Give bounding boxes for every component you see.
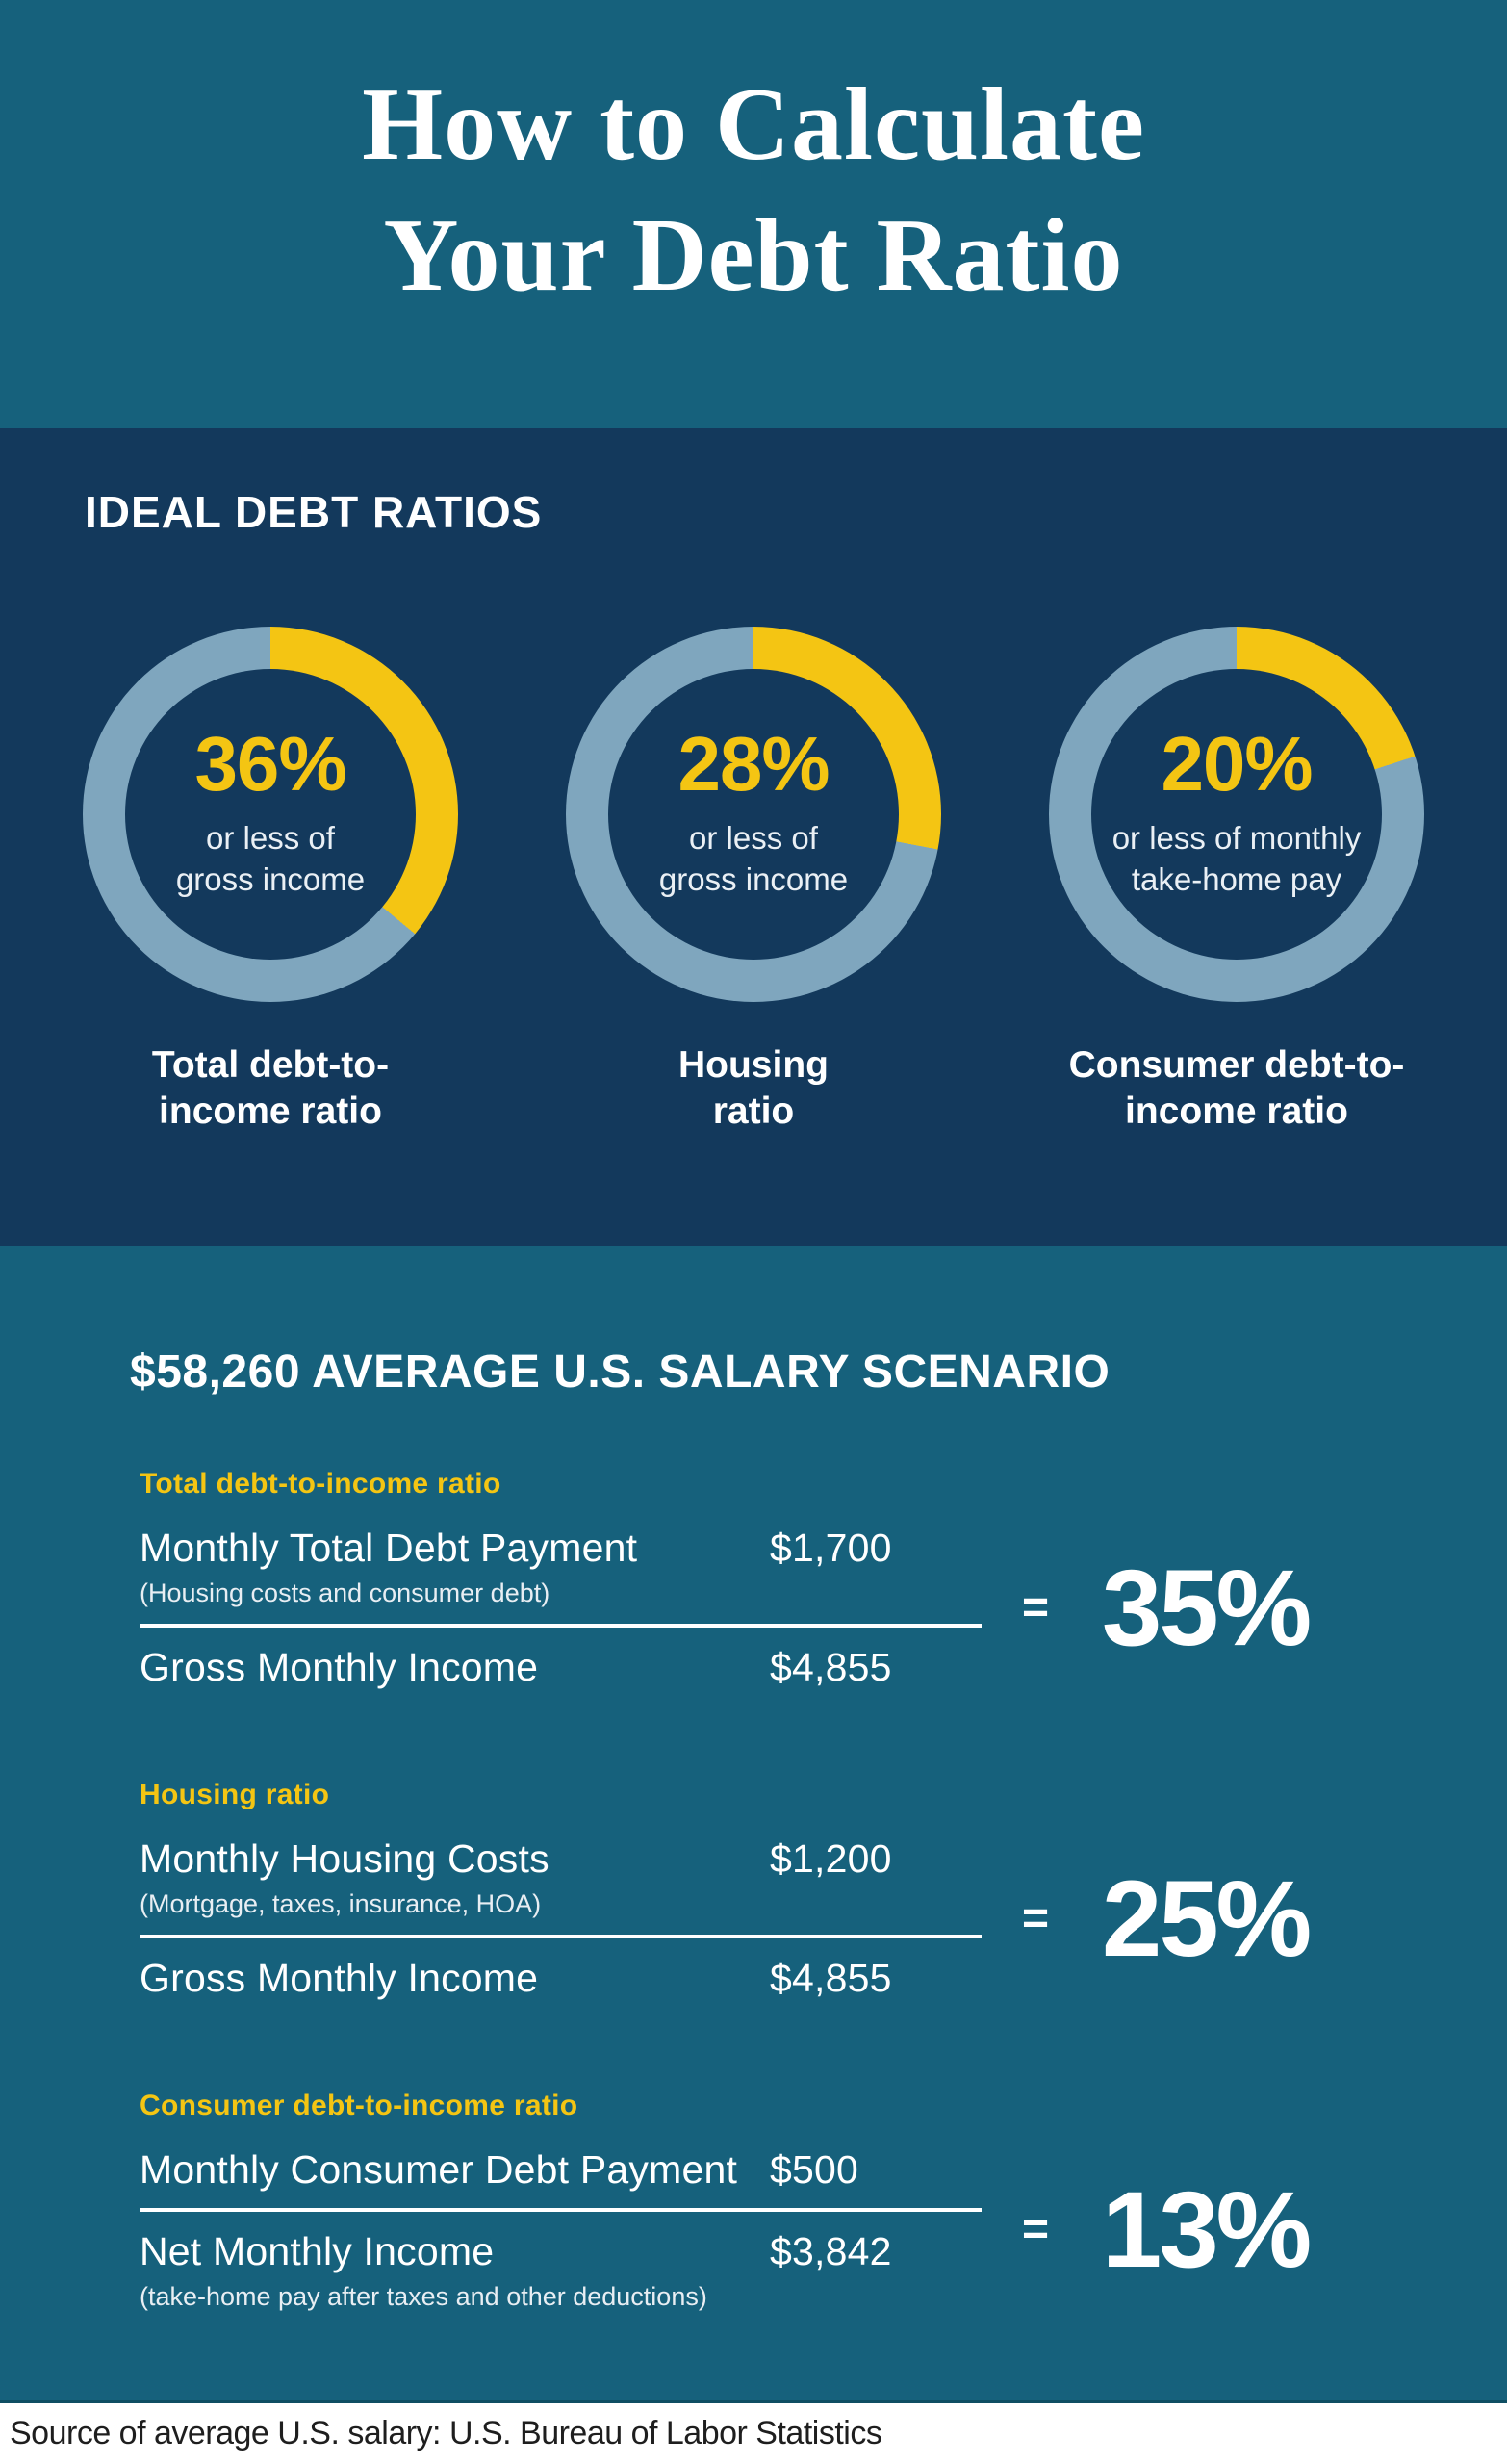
denominator-row: Gross Monthly Income $4,855: [140, 1956, 982, 2001]
donut-percent: 28%: [677, 721, 830, 808]
salary-scenario-section: $58,260 AVERAGE U.S. SALARY SCENARIO Tot…: [0, 1246, 1507, 2400]
numerator-row: Monthly Consumer Debt Payment $500: [140, 2147, 982, 2193]
donut-hole: 36% or less of gross income: [125, 669, 416, 960]
fraction-bar: [140, 1935, 982, 1938]
result-percent: 35%: [1102, 1548, 1312, 1668]
numerator-value: $500: [770, 2147, 859, 2192]
calc-body: Monthly Total Debt Payment $1,700 (Housi…: [140, 1526, 1507, 1690]
calculation-list: Total debt-to-income ratio Monthly Total…: [140, 1468, 1507, 2312]
numerator-row: Monthly Housing Costs $1,200: [140, 1836, 982, 1882]
donut-caption: or less of monthly take-home pay: [1111, 820, 1362, 897]
donut-chart-consumer-debt-to-income: 20% or less of monthly take-home pay: [1049, 627, 1424, 1002]
denominator-value: $4,855: [770, 1956, 892, 2000]
calc-title: Housing ratio: [140, 1779, 330, 1810]
numerator-value: $1,200: [770, 1836, 892, 1881]
donut-caption: or less of gross income: [658, 820, 849, 897]
section-heading-ideal-ratios: IDEAL DEBT RATIOS: [85, 487, 543, 537]
denominator-note: (take-home pay after taxes and other ded…: [140, 2282, 707, 2311]
calc-body: Monthly Consumer Debt Payment $500 Net M…: [140, 2147, 1507, 2312]
numerator-note: (Mortgage, taxes, insurance, HOA): [140, 1889, 542, 1918]
donut-chart-housing-ratio: 28% or less of gross income: [566, 627, 941, 1002]
denominator-label: Gross Monthly Income: [140, 1956, 539, 2000]
donut-col-total-debt-to-income: 36% or less of gross income Total debt-t…: [29, 627, 512, 1134]
donut-caption: or less of gross income: [175, 820, 366, 897]
denominator-label: Net Monthly Income: [140, 2229, 495, 2273]
donut-label: Housing ratio: [678, 1044, 829, 1132]
section-heading-salary-scenario: $58,260 AVERAGE U.S. SALARY SCENARIO: [130, 1347, 1111, 1398]
header: How to Calculate Your Debt Ratio: [0, 0, 1507, 428]
donut-col-consumer-debt-to-income: 20% or less of monthly take-home pay Con…: [995, 627, 1478, 1134]
calc-consumer-debt-to-income: Consumer debt-to-income ratio Monthly Co…: [140, 2090, 1507, 2312]
denominator-value: $4,855: [770, 1645, 892, 1689]
calc-title: Consumer debt-to-income ratio: [140, 2090, 578, 2121]
numerator-label: Monthly Housing Costs: [140, 1836, 549, 1881]
numerator-label: Monthly Total Debt Payment: [140, 1526, 638, 1570]
denominator-row: Net Monthly Income $3,842: [140, 2229, 982, 2274]
donut-label: Total debt-to- income ratio: [151, 1044, 390, 1132]
calc-total-debt-to-income: Total debt-to-income ratio Monthly Total…: [140, 1468, 1507, 1690]
donut-percent: 36%: [194, 721, 346, 808]
donut-percent: 20%: [1161, 721, 1313, 808]
calc-title: Total debt-to-income ratio: [140, 1468, 501, 1500]
fraction: Monthly Housing Costs $1,200 (Mortgage, …: [140, 1836, 982, 2001]
fraction-bar: [140, 1624, 982, 1628]
numerator-label: Monthly Consumer Debt Payment: [140, 2147, 738, 2192]
result-percent: 13%: [1102, 2169, 1312, 2290]
fraction: Monthly Total Debt Payment $1,700 (Housi…: [140, 1526, 982, 1690]
denominator-row: Gross Monthly Income $4,855: [140, 1645, 982, 1690]
donut-chart-total-debt-to-income: 36% or less of gross income: [83, 627, 458, 1002]
fraction-bar: [140, 2208, 982, 2212]
source-note: Source of average U.S. salary: U.S. Bure…: [10, 2415, 882, 2451]
numerator-value: $1,700: [770, 1526, 892, 1570]
donut-row: 36% or less of gross income Total debt-t…: [0, 627, 1507, 1134]
donut-col-housing-ratio: 28% or less of gross income Housing rati…: [512, 627, 995, 1134]
donut-hole: 28% or less of gross income: [608, 669, 899, 960]
donut-hole: 20% or less of monthly take-home pay: [1091, 669, 1382, 960]
calc-body: Monthly Housing Costs $1,200 (Mortgage, …: [140, 1836, 1507, 2001]
donut-label: Consumer debt-to- income ratio: [1068, 1044, 1405, 1132]
page-title-line1: How to Calculate: [362, 67, 1145, 182]
footer: Source of average U.S. salary: U.S. Bure…: [0, 2400, 1507, 2464]
numerator-note: (Housing costs and consumer debt): [140, 1578, 550, 1607]
page-title: How to Calculate Your Debt Ratio: [0, 60, 1507, 321]
equals-sign: =: [1022, 2204, 1050, 2255]
page-title-line2: Your Debt Ratio: [383, 198, 1124, 314]
result-percent: 25%: [1102, 1859, 1312, 1979]
ideal-debt-ratios-section: IDEAL DEBT RATIOS 36% or less of gross i…: [0, 428, 1507, 1246]
equals-sign: =: [1022, 1893, 1050, 1944]
denominator-value: $3,842: [770, 2229, 892, 2273]
denominator-label: Gross Monthly Income: [140, 1645, 539, 1689]
fraction: Monthly Consumer Debt Payment $500 Net M…: [140, 2147, 982, 2312]
equals-sign: =: [1022, 1582, 1050, 1633]
calc-housing-ratio: Housing ratio Monthly Housing Costs $1,2…: [140, 1779, 1507, 2001]
numerator-row: Monthly Total Debt Payment $1,700: [140, 1526, 982, 1571]
